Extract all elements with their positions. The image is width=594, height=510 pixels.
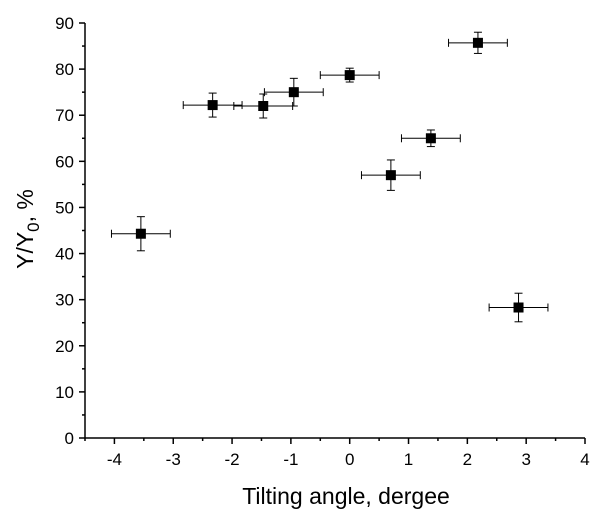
data-point [400,129,461,148]
y-tick-label: 50 [55,198,74,217]
x-axis-title: Tilting angle, dergee [242,483,450,509]
data-points [110,31,549,323]
data-point [448,31,508,54]
x-tick-label: -2 [224,450,239,469]
y-tick-label: 90 [55,14,74,33]
square-marker [288,87,299,98]
x-tick-label: 3 [521,450,530,469]
y-axis-title: Y/Y0, % [12,189,43,269]
y-tick-label: 70 [55,106,74,125]
square-marker [258,101,269,111]
y-axis-title-sub: 0 [24,222,43,231]
y-axis-title-suffix: , % [12,189,38,222]
x-tick-label: 1 [404,450,413,469]
y-tick-label: 30 [55,291,74,310]
square-marker [472,37,483,48]
data-point [360,159,421,191]
x-ticks: -4 -3 -2 -1 0 1 2 3 4 [84,438,590,469]
square-marker [425,133,436,144]
x-tick-label: 4 [580,450,589,469]
data-point [263,77,324,107]
y-tick-label: 60 [55,152,74,171]
x-tick-label: 2 [463,450,472,469]
axes [84,23,585,439]
square-marker [385,170,396,181]
x-tick-label: -3 [166,450,181,469]
y-axis-title-main: Y/Y [12,232,38,269]
y-ticks: 0 10 20 30 40 50 60 70 80 90 [55,14,85,448]
data-point [182,92,243,118]
x-tick-label: 0 [345,450,354,469]
data-point [319,67,380,83]
data-point [488,292,549,323]
data-point [233,93,294,119]
y-tick-label: 10 [55,383,74,402]
y-tick-label: 80 [55,60,74,79]
y-tick-label: 20 [55,337,74,356]
square-marker [207,100,218,111]
y-tick-label: 40 [55,245,74,264]
data-point [110,216,171,252]
y-tick-label: 0 [65,429,74,448]
square-marker [513,302,524,313]
x-tick-label: -4 [107,450,122,469]
square-marker [135,228,146,239]
x-tick-label: -1 [283,450,298,469]
square-marker [344,70,355,81]
